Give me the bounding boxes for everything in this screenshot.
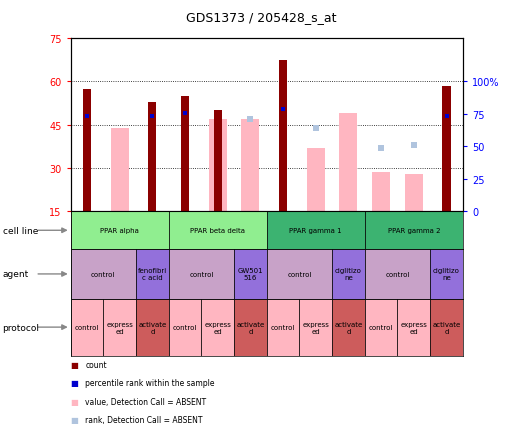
Text: ■: ■ xyxy=(71,415,78,424)
Bar xyxy=(148,102,156,212)
Text: control: control xyxy=(287,271,312,277)
Text: control: control xyxy=(91,271,116,277)
Text: express
ed: express ed xyxy=(302,321,329,334)
Text: express
ed: express ed xyxy=(106,321,133,334)
Text: activate
d: activate d xyxy=(236,321,265,334)
Bar xyxy=(279,61,287,212)
Text: control: control xyxy=(385,271,410,277)
Bar xyxy=(365,299,397,356)
Bar xyxy=(365,212,463,250)
Text: count: count xyxy=(85,360,107,369)
Text: agent: agent xyxy=(3,270,29,279)
Bar xyxy=(397,299,430,356)
Text: ■: ■ xyxy=(71,378,78,388)
Text: PPAR beta delta: PPAR beta delta xyxy=(190,228,245,234)
Bar xyxy=(111,128,129,212)
Bar xyxy=(332,299,365,356)
Text: protocol: protocol xyxy=(3,323,40,332)
Text: GDS1373 / 205428_s_at: GDS1373 / 205428_s_at xyxy=(186,11,337,24)
Bar xyxy=(168,250,234,299)
Text: value, Detection Call = ABSENT: value, Detection Call = ABSENT xyxy=(85,397,207,406)
Bar xyxy=(307,148,325,212)
Text: fenofibri
c acid: fenofibri c acid xyxy=(138,268,167,281)
Text: percentile rank within the sample: percentile rank within the sample xyxy=(85,378,215,388)
Bar xyxy=(168,212,267,250)
Text: control: control xyxy=(369,324,393,330)
Bar xyxy=(136,299,168,356)
Text: cell line: cell line xyxy=(3,226,38,235)
Bar xyxy=(71,212,168,250)
Text: control: control xyxy=(189,271,213,277)
Bar xyxy=(372,173,390,212)
Text: control: control xyxy=(173,324,197,330)
Bar xyxy=(83,89,91,212)
Bar xyxy=(267,299,299,356)
Text: activate
d: activate d xyxy=(433,321,461,334)
Bar xyxy=(71,299,104,356)
Bar xyxy=(405,174,423,212)
Bar xyxy=(267,250,332,299)
Bar xyxy=(365,250,430,299)
Bar xyxy=(242,120,259,212)
Text: ciglitizo
ne: ciglitizo ne xyxy=(335,268,362,281)
Bar xyxy=(430,250,463,299)
Bar xyxy=(209,120,226,212)
Bar xyxy=(339,114,357,212)
Text: PPAR alpha: PPAR alpha xyxy=(100,228,139,234)
Text: activate
d: activate d xyxy=(334,321,362,334)
Text: express
ed: express ed xyxy=(204,321,231,334)
Bar xyxy=(136,250,168,299)
Text: activate
d: activate d xyxy=(138,321,166,334)
Text: ciglitizo
ne: ciglitizo ne xyxy=(433,268,460,281)
Text: control: control xyxy=(75,324,99,330)
Bar xyxy=(213,111,222,212)
Bar xyxy=(104,299,136,356)
Text: express
ed: express ed xyxy=(401,321,427,334)
Bar xyxy=(332,250,365,299)
Text: PPAR gamma 1: PPAR gamma 1 xyxy=(289,228,342,234)
Bar xyxy=(71,250,136,299)
Bar xyxy=(442,86,451,212)
Bar xyxy=(201,299,234,356)
Bar xyxy=(181,97,189,212)
Text: ■: ■ xyxy=(71,360,78,369)
Bar xyxy=(168,299,201,356)
Text: rank, Detection Call = ABSENT: rank, Detection Call = ABSENT xyxy=(85,415,203,424)
Text: GW501
516: GW501 516 xyxy=(237,268,263,281)
Bar xyxy=(267,212,365,250)
Bar xyxy=(430,299,463,356)
Text: control: control xyxy=(271,324,295,330)
Bar xyxy=(234,250,267,299)
Text: PPAR gamma 2: PPAR gamma 2 xyxy=(388,228,440,234)
Bar xyxy=(234,299,267,356)
Text: ■: ■ xyxy=(71,397,78,406)
Bar xyxy=(299,299,332,356)
